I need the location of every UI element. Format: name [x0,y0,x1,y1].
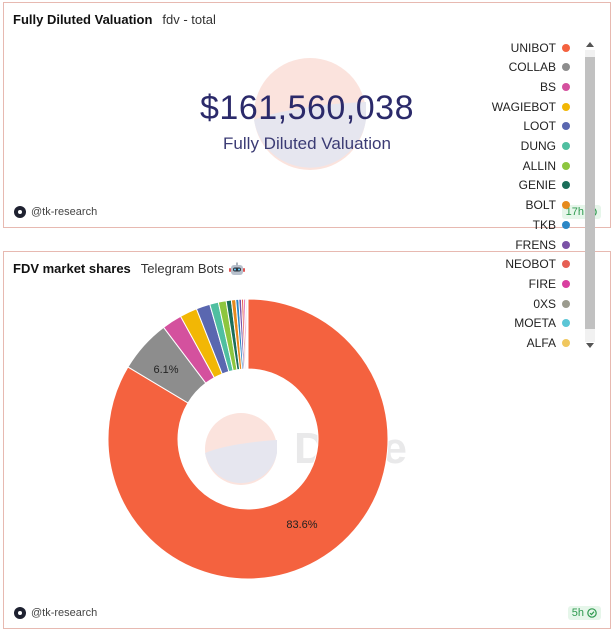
scroll-up-arrow-icon[interactable] [586,42,594,47]
legend-item-genie[interactable]: GENIE [519,177,570,194]
author-avatar-icon[interactable] [14,206,26,218]
legend-label: ALLIN [522,158,556,173]
data-label-1: 6.1% [153,364,178,376]
legend-swatch [562,102,570,111]
dune-logo-watermark-icon [254,58,366,170]
legend-swatch [562,63,570,72]
legend-swatch [562,43,570,52]
counter-label: Fully Diluted Valuation [223,134,391,153]
legend-label: FRENS [515,237,556,252]
age-text: 5h [571,607,584,619]
fdv-counter-card: Fully Diluted Valuation fdv - total $161… [3,2,611,228]
chart-card-subtitle: Telegram Bots [140,261,224,276]
legend-swatch [562,201,570,210]
counter-card-header: Fully Diluted Valuation fdv - total [13,12,216,27]
legend-swatch [562,181,570,190]
age-text: 17h [565,206,584,218]
scroll-thumb[interactable] [585,57,595,329]
legend-swatch [562,240,570,249]
legend-item-bs[interactable]: BS [540,78,570,95]
legend-item-loot[interactable]: LOOT [523,118,570,135]
legend-label: GENIE [518,178,556,193]
chart-card-title[interactable]: FDV market shares [13,261,131,276]
legend-item-wagiebot[interactable]: WAGIEBOT [492,98,570,115]
legend-swatch [562,122,570,131]
author-link[interactable]: @tk-research [31,206,98,218]
legend-label: ALFA [526,336,556,350]
legend-item-moeta[interactable]: MOETA [514,315,570,332]
legend-scrollbar[interactable] [584,40,596,352]
legend-item-collab[interactable]: COLLAB [509,59,570,76]
data-label-0: 83.6% [286,519,317,531]
dune-logo-watermark-icon [205,413,277,485]
legend-label: TKB [532,217,556,232]
legend-label: LOOT [523,119,556,134]
chart-card-footer: @tk-research [14,607,97,619]
author-link[interactable]: @tk-research [31,607,98,619]
legend-swatch [562,82,570,91]
legend-swatch [562,260,570,269]
scroll-down-arrow-icon[interactable] [586,343,594,348]
counter-card-subtitle: fdv - total [162,12,216,27]
legend-item-allin[interactable]: ALLIN [523,157,570,174]
legend-item-frens[interactable]: FRENS [515,236,570,253]
legend-label: MOETA [514,316,556,331]
legend-swatch [562,142,570,150]
legend-swatch [562,161,570,170]
legend-item-tkb[interactable]: TKB [533,216,570,233]
legend-item-0xs[interactable]: 0XS [533,295,570,312]
legend-item-bolt[interactable]: BOLT [526,197,570,214]
counter-value: $161,560,038 [200,89,414,127]
legend-swatch [562,279,570,288]
legend-swatch [562,319,570,328]
legend-item-neobot[interactable]: NEOBOT [505,256,570,273]
legend-item-alfa[interactable]: ALFA [526,335,570,350]
legend-label: BS [539,79,556,94]
chart-age-badge: 5h [567,606,601,620]
author-avatar-icon[interactable] [14,607,26,619]
legend-swatch [562,339,570,347]
legend-label: 0XS [533,296,556,311]
legend-item-dung[interactable]: DUNG [521,138,570,155]
counter-card-title[interactable]: Fully Diluted Valuation [13,12,153,27]
legend-label: WAGIEBOT [491,99,556,114]
counter-card-footer: @tk-research [14,206,97,218]
legend-item-fire[interactable]: FIRE [529,275,570,292]
legend-label: COLLAB [508,60,556,75]
legend-label: NEOBOT [505,257,556,272]
robot-face-icon [228,262,245,275]
legend-label: UNIBOT [510,40,556,55]
legend-label: BOLT [525,198,556,213]
legend-item-unibot[interactable]: UNIBOT [511,40,570,56]
slice-unibot[interactable] [107,298,389,580]
chart-card-header: FDV market shares Telegram Bots [13,261,245,276]
chart-legend: UNIBOT COLLAB BS WAGIEBOT LOOT DUNG ALLIN GENIE… [470,40,598,350]
legend-swatch [562,299,570,308]
legend-swatch [562,220,570,229]
check-circle-icon [587,608,597,618]
legend-label: DUNG [520,139,556,153]
legend-label: FIRE [528,276,556,291]
